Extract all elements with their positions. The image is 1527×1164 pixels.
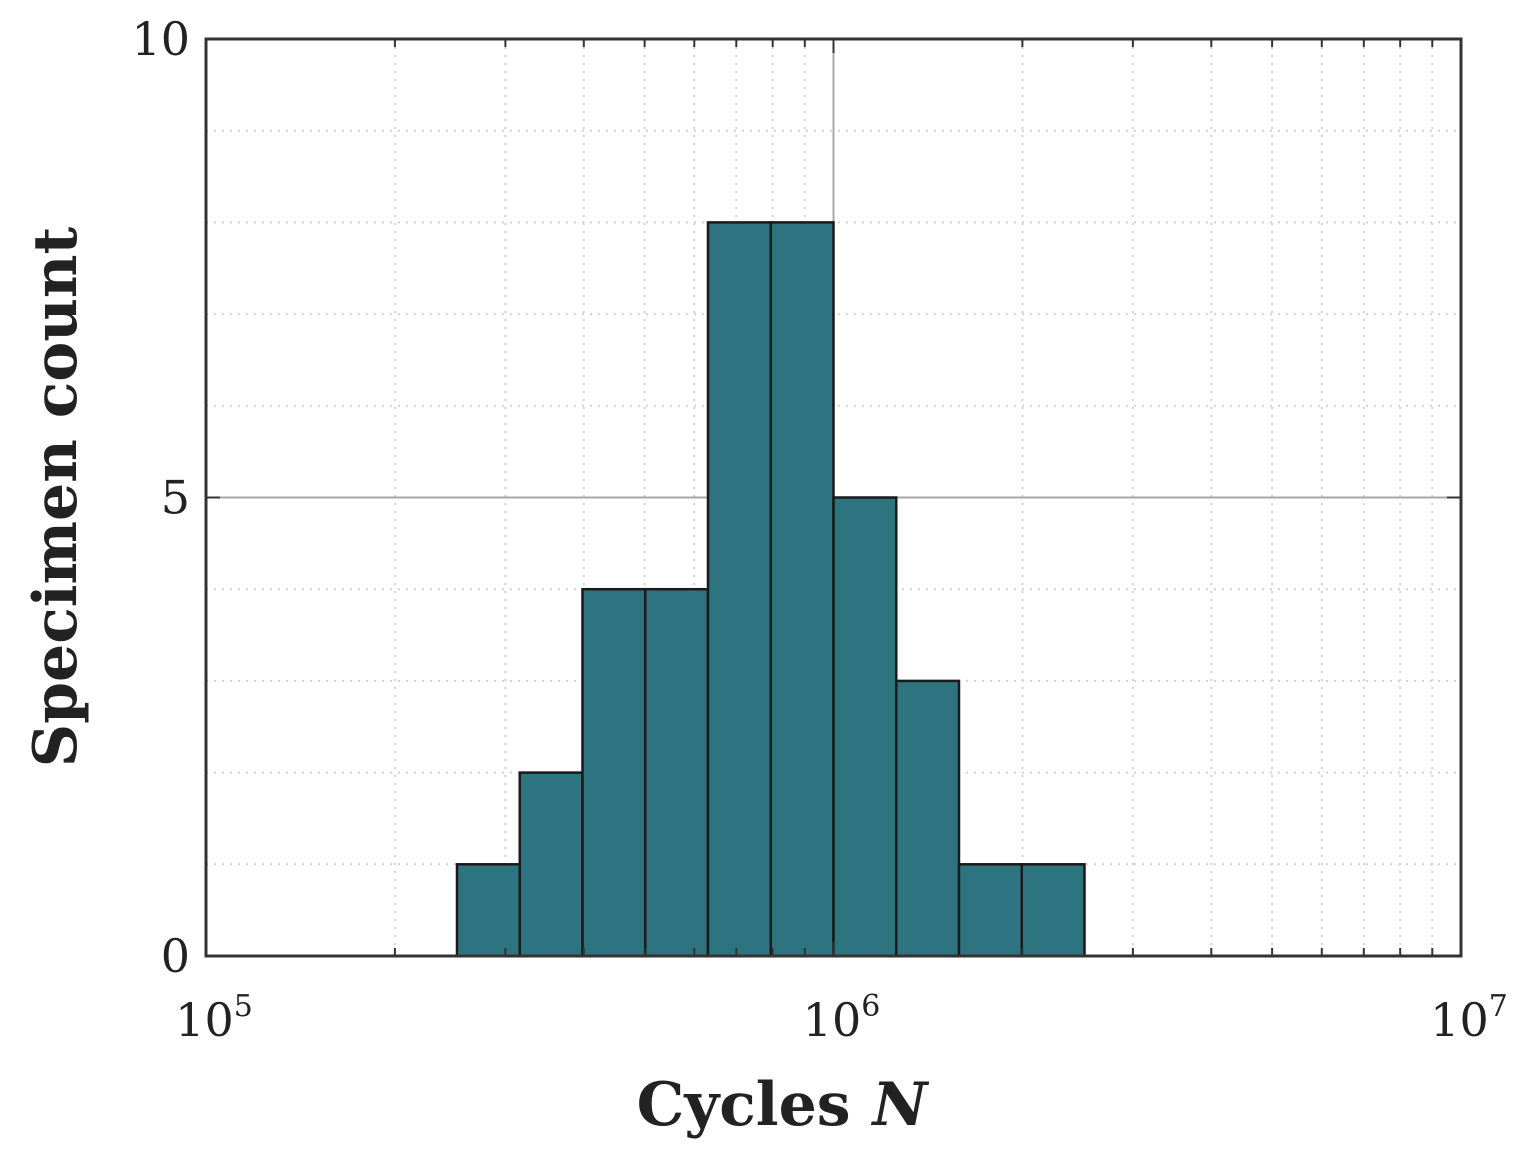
- y-tick-labels: 0 5 10: [131, 12, 190, 983]
- histogram-bar: [957, 863, 1023, 958]
- histogram-bar: [581, 587, 647, 958]
- x-tick-label-1e7: 107: [1430, 989, 1508, 1047]
- histogram-bar: [832, 496, 898, 958]
- histogram-bar: [518, 771, 584, 958]
- y-tick-label-5: 5: [161, 471, 190, 525]
- minor-grid: [206, 39, 1461, 956]
- x-tick-labels: 105 106 107: [175, 989, 1508, 1047]
- x-axis-title: Cycles N: [637, 1070, 930, 1140]
- histogram-bar: [894, 679, 961, 958]
- axis-ticks: [205, 38, 1461, 957]
- histogram-bar: [706, 221, 772, 958]
- histogram-bar: [769, 221, 835, 958]
- histogram-bar: [643, 587, 710, 958]
- histogram-bar: [455, 863, 522, 958]
- y-tick-label-0: 0: [161, 929, 190, 983]
- x-tick-label-1e5: 105: [175, 989, 253, 1047]
- y-tick-label-10: 10: [131, 12, 190, 66]
- x-tick-label-1e6: 106: [803, 989, 881, 1047]
- y-axis-title: Specimen count: [21, 226, 91, 767]
- histogram-bar: [1020, 863, 1086, 958]
